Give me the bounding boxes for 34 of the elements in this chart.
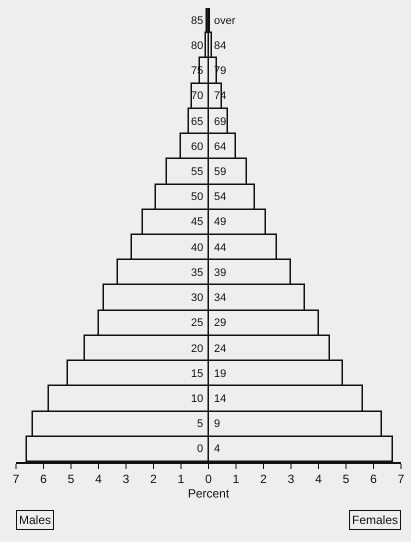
x-tick-label: 7	[398, 472, 405, 486]
y-tick-label: 45 49	[191, 216, 226, 228]
y-tick-label: 5 9	[197, 418, 220, 430]
x-tick-label: 6	[370, 472, 378, 486]
x-tick-label: 1	[232, 472, 240, 486]
y-tick-label: 80 84	[191, 40, 226, 52]
x-tick-label: 3	[288, 472, 295, 486]
text: Males	[19, 513, 52, 527]
text: Females	[352, 513, 398, 527]
y-tick-label: 50 54	[191, 191, 226, 203]
x-tick-label: 7	[12, 472, 20, 486]
y-tick-label: 60 64	[191, 141, 226, 153]
x-tick-label: 1	[178, 472, 185, 486]
y-tick-label: 55 59	[191, 166, 226, 178]
y-tick-label: 30 34	[191, 292, 226, 304]
y-tick-label: 15 19	[191, 368, 226, 380]
x-tick-label: 4	[95, 472, 102, 486]
x-tick-label: 2	[150, 472, 158, 486]
y-tick-label: 0 4	[197, 443, 220, 455]
x-tick-label: 5	[68, 472, 75, 486]
y-tick-label: 65 69	[191, 116, 226, 128]
y-tick-label: 40 44	[191, 242, 226, 254]
x-tick-label: 5	[342, 472, 350, 486]
y-tick-label: 85 over	[191, 15, 236, 27]
y-tick-label: 25 29	[191, 317, 226, 329]
x-tick-label: 6	[40, 472, 48, 486]
x-tick-label: 2	[260, 472, 268, 486]
y-tick-label: 20 24	[191, 343, 226, 355]
x-axis-title: Percent	[188, 486, 230, 501]
x-tick-label: 3	[122, 472, 130, 486]
y-tick-label: 35 39	[191, 267, 226, 279]
x-tick-label: 0	[205, 472, 212, 486]
y-tick-label: 10 14	[191, 393, 226, 405]
x-tick-label: 4	[315, 472, 322, 486]
